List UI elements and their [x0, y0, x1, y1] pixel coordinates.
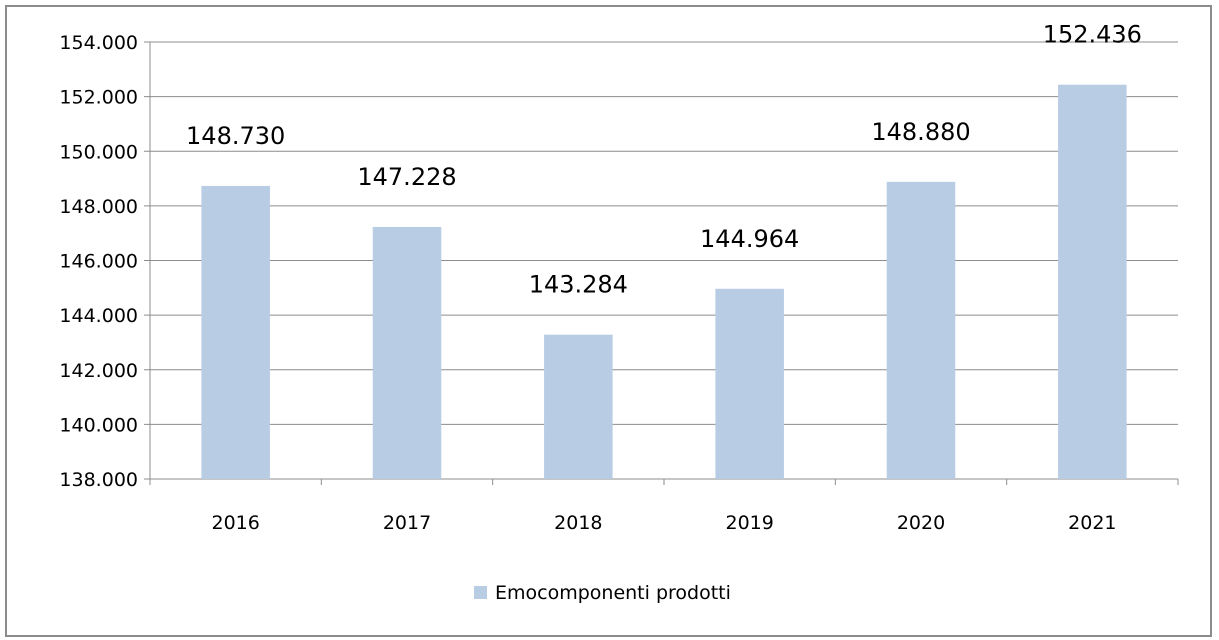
x-tick-label: 2017 [383, 512, 431, 534]
bar [544, 335, 613, 479]
x-tick-label: 2018 [554, 512, 602, 534]
data-label: 148.730 [186, 122, 285, 150]
data-label: 147.228 [357, 163, 456, 191]
legend-swatch [474, 586, 487, 599]
y-tick-label: 142.000 [59, 360, 138, 382]
bar [1058, 85, 1127, 479]
data-label: 152.436 [1043, 21, 1142, 49]
bar [715, 289, 784, 479]
y-tick-label: 148.000 [59, 196, 138, 218]
y-tick-label: 138.000 [59, 469, 138, 491]
data-label: 143.284 [529, 271, 628, 299]
y-tick-label: 144.000 [59, 305, 138, 327]
bar [373, 227, 442, 479]
y-tick-label: 140.000 [59, 414, 138, 436]
y-tick-label: 150.000 [59, 141, 138, 163]
x-tick-label: 2021 [1068, 512, 1116, 534]
y-tick-label: 154.000 [59, 32, 138, 54]
y-tick-label: 146.000 [59, 251, 138, 273]
x-tick-label: 2019 [725, 512, 773, 534]
data-label: 148.880 [871, 118, 970, 146]
legend-label: Emocomponenti prodotti [495, 582, 731, 604]
bar [887, 182, 956, 479]
x-tick-label: 2020 [897, 512, 945, 534]
bar [201, 186, 270, 479]
y-tick-label: 152.000 [59, 87, 138, 109]
x-tick-label: 2016 [211, 512, 259, 534]
data-label: 144.964 [700, 225, 799, 253]
